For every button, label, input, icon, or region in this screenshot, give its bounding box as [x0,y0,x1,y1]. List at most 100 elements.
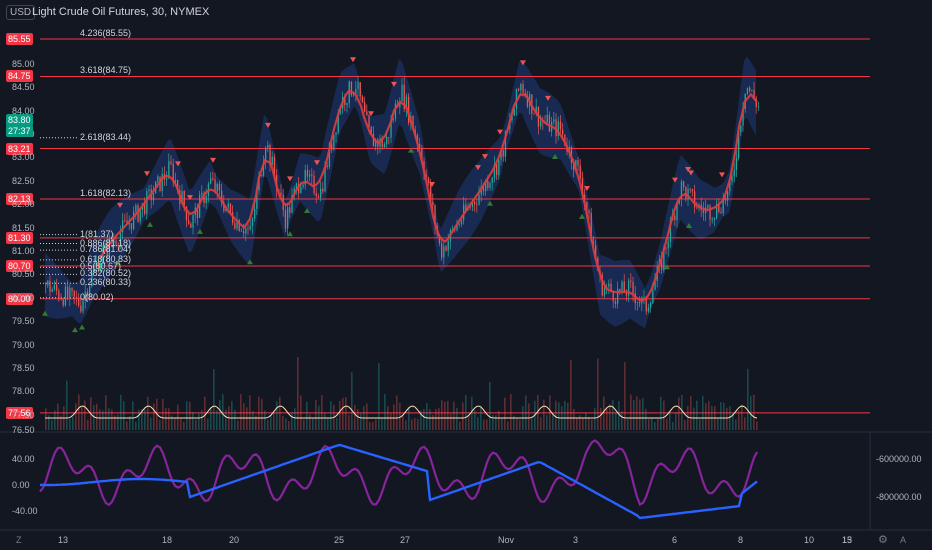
volume-bar [621,410,623,430]
candle-body [309,174,311,177]
candle-body [460,220,463,225]
volume-bar [168,408,170,430]
candle-body [212,178,214,180]
candle-body [91,272,93,287]
candle-body [401,84,403,102]
candle-body [346,102,348,106]
candle-body [498,159,500,175]
volume-bar [639,399,641,430]
time-tick: 20 [229,535,240,545]
volume-bar [198,413,200,430]
candle-body [205,196,207,204]
candle-body [300,186,302,193]
candle-body [381,138,383,148]
fib-level-label: 4.236(85.55) [80,28,132,38]
timezone-toggle[interactable]: Z [16,535,22,545]
candle-body [172,163,174,183]
volume-bar [468,415,470,430]
volume-bar [132,401,134,430]
volume-bar [663,400,665,430]
candle-body [573,162,575,171]
volume-bar [357,409,359,430]
candle-body [344,96,346,106]
volume-bar [303,419,305,430]
candle-body [630,280,632,282]
buy-marker [579,213,585,219]
candle-body [478,194,480,205]
candle-body [617,288,619,304]
candle-body [322,188,324,192]
candle-body [619,288,621,292]
candle-body [390,120,392,138]
candle-body [485,180,487,192]
candle-body [661,259,663,270]
candle-body [240,230,243,232]
volume-bar [618,400,620,430]
sell-marker [497,129,503,135]
candle-body [273,156,276,176]
candle-body [535,106,537,114]
candle-body [469,206,471,208]
volume-bar [96,403,98,430]
volume-bar [147,396,149,430]
volume-bar [723,402,725,430]
candle-body [388,137,390,138]
candle-body [67,286,69,298]
volume-bar [540,417,542,430]
volume-bar [519,419,521,430]
candle-body [229,203,232,213]
currency-badge[interactable]: USD [6,5,36,20]
volume-bar [159,419,161,430]
volume-bar [567,402,569,430]
candle-body [749,87,751,91]
candle-body [680,181,683,200]
candle-body [302,184,304,187]
price-tick: 78.50 [12,362,35,373]
candle-body [357,82,359,89]
candle-body [735,157,738,170]
volume-bar [420,410,422,430]
candle-body [368,115,370,127]
auto-scale-toggle[interactable]: A [900,535,907,545]
volume-bar [735,419,737,430]
price-tick: 82.50 [12,175,35,186]
candle-body [557,121,559,137]
volume-bar [273,412,275,430]
candle-body [548,114,551,132]
candle-body [146,191,148,214]
candle-body [676,203,678,221]
volume-bar [264,410,266,430]
candle-body [317,196,320,198]
volume-bar [348,415,350,430]
candle-body [56,284,58,291]
volume-bar [396,395,398,430]
countdown-tag: 27:37 [6,124,33,137]
volume-bar [129,415,131,430]
volume-bar [57,403,59,430]
time-tick: 6 [672,535,678,545]
price-tick: 82.00 [12,199,35,210]
candle-body [185,206,188,221]
volume-bar [675,412,677,430]
candle-body [685,186,687,200]
candle-body [394,103,397,119]
candle-body [588,210,590,213]
time-tick: 13 [842,535,853,545]
candle-body [97,262,100,272]
candle-body [245,228,247,234]
candle-body [320,188,322,198]
buy-marker [247,259,253,265]
ma-line [99,89,758,302]
volume-bar [123,401,125,430]
candle-body [601,274,603,296]
candle-body [115,240,117,245]
candle-body [333,134,335,150]
candle-body [108,237,111,257]
price-tick: 81.00 [12,245,35,256]
volume-bar [141,409,143,430]
gear-icon[interactable]: ⚙ [878,534,888,546]
volume-bar [525,395,527,430]
volume-bar [297,357,299,430]
candle-body [62,299,64,306]
